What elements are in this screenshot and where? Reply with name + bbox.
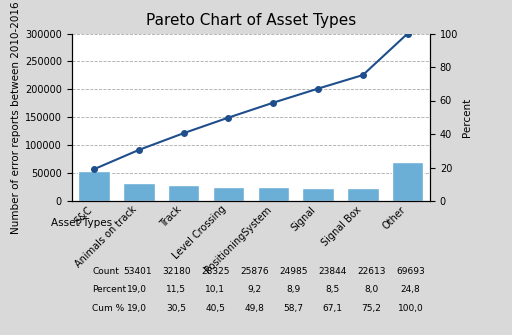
- Text: 10,1: 10,1: [205, 285, 225, 294]
- Text: 22613: 22613: [357, 267, 386, 276]
- Text: 25876: 25876: [240, 267, 269, 276]
- Bar: [258, 187, 289, 201]
- Text: 24,8: 24,8: [401, 285, 420, 294]
- Y-axis label: Number of error reports between 2010-2016: Number of error reports between 2010-201…: [11, 1, 21, 233]
- Title: Pareto Chart of Asset Types: Pareto Chart of Asset Types: [146, 13, 356, 28]
- Text: Animals on track: Animals on track: [74, 204, 139, 270]
- Text: Level Crossing: Level Crossing: [172, 204, 228, 261]
- Text: 30,5: 30,5: [166, 304, 186, 313]
- Text: Percent: Percent: [92, 285, 126, 294]
- Text: 19,0: 19,0: [127, 285, 147, 294]
- Bar: [392, 162, 423, 201]
- Text: 40,5: 40,5: [205, 304, 225, 313]
- Text: 19,0: 19,0: [127, 304, 147, 313]
- Y-axis label: Percent: Percent: [462, 97, 473, 137]
- Text: PositioningSystem: PositioningSystem: [203, 204, 273, 275]
- Text: 100,0: 100,0: [398, 304, 423, 313]
- Text: 69693: 69693: [396, 267, 425, 276]
- Text: 9,2: 9,2: [247, 285, 262, 294]
- Text: 49,8: 49,8: [244, 304, 264, 313]
- Text: 75,2: 75,2: [361, 304, 381, 313]
- Text: 11,5: 11,5: [166, 285, 186, 294]
- Text: Signal: Signal: [290, 204, 318, 232]
- Bar: [123, 183, 155, 201]
- Text: 8,9: 8,9: [286, 285, 301, 294]
- Bar: [347, 188, 378, 201]
- Bar: [213, 187, 244, 201]
- Text: 23844: 23844: [318, 267, 347, 276]
- Text: 32180: 32180: [162, 267, 190, 276]
- Text: Asset Types: Asset Types: [51, 218, 112, 228]
- Text: 8,0: 8,0: [365, 285, 379, 294]
- Bar: [303, 188, 334, 201]
- Bar: [168, 185, 199, 201]
- Text: Signal Box: Signal Box: [319, 204, 363, 248]
- Text: 24985: 24985: [279, 267, 308, 276]
- Text: 8,5: 8,5: [325, 285, 339, 294]
- Text: Other: Other: [381, 204, 408, 231]
- Text: Track: Track: [159, 204, 184, 229]
- Bar: [78, 171, 110, 201]
- Text: S&C: S&C: [73, 204, 94, 226]
- Text: Cum %: Cum %: [92, 304, 124, 313]
- Text: 67,1: 67,1: [323, 304, 343, 313]
- Text: 28325: 28325: [201, 267, 229, 276]
- Text: Count: Count: [92, 267, 119, 276]
- Text: 53401: 53401: [123, 267, 152, 276]
- Text: 58,7: 58,7: [284, 304, 304, 313]
